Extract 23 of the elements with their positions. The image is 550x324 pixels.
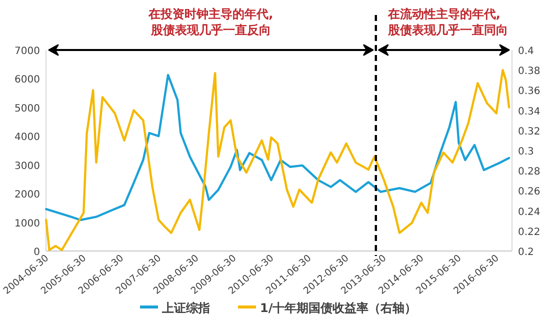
y2-tick-label: 0.3 bbox=[518, 146, 534, 158]
text: 在投资时钟主导的年代, 股债表现几乎一直反向 bbox=[148, 7, 274, 37]
y2-tick-label: 0.38 bbox=[518, 66, 540, 78]
y2-tick-label: 0.34 bbox=[518, 106, 540, 118]
text: 在流动性主导的年代, 股债表现几乎一直同向 bbox=[386, 7, 508, 37]
y2-tick-label: 0.4 bbox=[518, 46, 534, 57]
y2-tick-label: 0.2 bbox=[518, 247, 534, 258]
y-tick-label: 3000 bbox=[14, 160, 40, 172]
y-tick-label: 2000 bbox=[14, 190, 40, 201]
y-tick-label: 1000 bbox=[14, 218, 40, 230]
y2-tick-label: 0.32 bbox=[518, 126, 540, 138]
legend-label: 1/十年期国债收益率（右轴） bbox=[260, 301, 417, 315]
y2-tick-label: 0.22 bbox=[518, 226, 540, 238]
y-tick-label: 5000 bbox=[14, 103, 40, 114]
y-tick-label: 4000 bbox=[14, 132, 40, 144]
legend-label: 上证综指 bbox=[161, 301, 210, 315]
y2-tick-label: 0.24 bbox=[518, 206, 540, 218]
y-tick-label: 0 bbox=[34, 247, 40, 258]
y2-tick-label: 0.28 bbox=[518, 166, 540, 178]
y-tick-label: 7000 bbox=[14, 46, 40, 57]
y2-tick-label: 0.26 bbox=[518, 186, 540, 198]
y-tick-label: 6000 bbox=[14, 74, 40, 86]
y2-tick-label: 0.36 bbox=[518, 86, 540, 98]
